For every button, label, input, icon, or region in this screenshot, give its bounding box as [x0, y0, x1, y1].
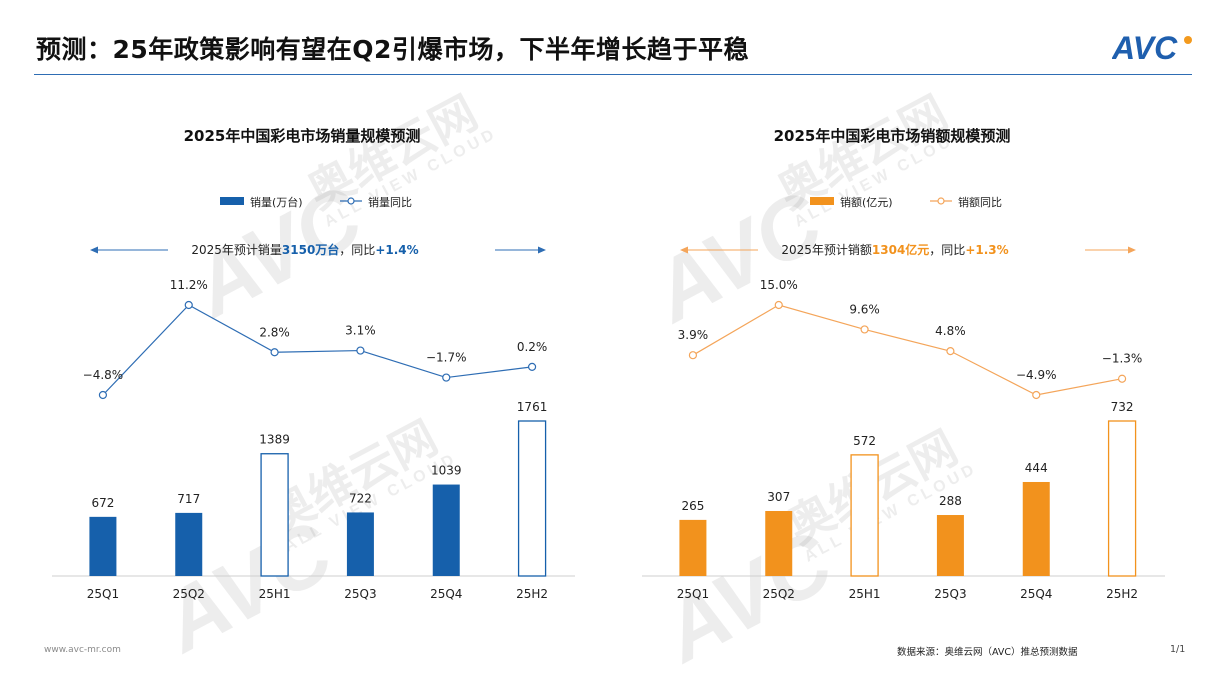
bar	[850, 454, 879, 577]
legend-line-label: 销额同比	[958, 195, 1002, 209]
yoy-value-label: 4.8%	[935, 324, 966, 338]
legend-line-label: 销量同比	[368, 195, 412, 209]
bar-value-label: 732	[1111, 400, 1134, 414]
x-tick-label: 25H2	[516, 587, 548, 601]
annotation-change: +1.4%	[375, 243, 418, 257]
bar	[1107, 420, 1137, 577]
site-url[interactable]: www.avc-mr.com	[44, 645, 121, 655]
chart-title: 2025年中国彩电市场销额规模预测	[774, 127, 1011, 145]
yoy-value-label: −1.3%	[1102, 352, 1143, 366]
bar	[1022, 481, 1050, 576]
bar	[679, 519, 707, 576]
yoy-point	[1032, 390, 1041, 400]
annotation-arrowhead-right	[538, 246, 546, 254]
x-tick-label: 25Q2	[173, 587, 205, 601]
yoy-value-label: 11.2%	[170, 278, 208, 292]
bar-value-label: 572	[853, 434, 876, 448]
bar-value-label: 1389	[259, 433, 290, 447]
page-title: 预测：25年政策影响有望在Q2引爆市场，下半年增长趋于平稳	[36, 35, 749, 64]
bar-value-label: 288	[939, 494, 962, 508]
yoy-line	[102, 304, 533, 396]
yoy-value-label: 3.1%	[345, 324, 376, 338]
bar	[432, 484, 460, 576]
annotation: 2025年预计销量3150万台，同比+1.4%	[191, 242, 418, 257]
legend-bar-label: 销量(万台)	[250, 195, 303, 209]
x-tick-label: 25H1	[849, 587, 881, 601]
annotation-middle: ，同比	[339, 243, 375, 257]
yoy-point	[356, 346, 365, 355]
bar-value-label: 672	[91, 496, 114, 510]
annotation-value: 3150万台	[282, 242, 339, 257]
legend: 销额(亿元) 销额同比	[810, 195, 1002, 209]
yoy-value-label: 15.0%	[760, 278, 798, 292]
x-tick-label: 25Q4	[430, 587, 462, 601]
annotation-arrowhead-right	[1128, 246, 1136, 254]
annotation-change: +1.3%	[965, 243, 1008, 257]
yoy-point	[774, 300, 783, 310]
x-tick-label: 25Q3	[344, 587, 376, 601]
legend: 销量(万台) 销量同比	[220, 195, 412, 209]
bar	[346, 512, 374, 576]
yoy-value-label: 0.2%	[517, 340, 548, 354]
yoy-point	[270, 348, 279, 357]
logo-dot	[1184, 36, 1192, 44]
x-tick-label: 25Q1	[677, 587, 709, 601]
bar	[936, 515, 964, 576]
yoy-point	[1117, 374, 1127, 383]
bar-value-label: 722	[349, 491, 372, 505]
yoy-point	[98, 390, 108, 400]
x-tick-label: 25Q2	[763, 587, 795, 601]
source-note: 数据来源：奥维云网（AVC）推总预测数据	[897, 647, 1078, 658]
yoy-point	[527, 362, 537, 371]
x-tick-label: 25Q4	[1020, 587, 1052, 601]
bar-value-label: 1761	[517, 400, 548, 414]
bar-value-label: 1039	[431, 464, 462, 478]
yoy-point	[946, 347, 955, 356]
bar-value-label: 717	[177, 492, 200, 506]
bar	[765, 510, 793, 576]
title-divider	[34, 74, 1192, 75]
yoy-value-label: −4.9%	[1016, 368, 1057, 382]
x-tick-label: 25Q3	[934, 587, 966, 601]
x-tick-label: 25H1	[259, 587, 291, 601]
legend-bar-swatch	[220, 197, 244, 205]
yoy-point	[442, 373, 451, 382]
chart-title: 2025年中国彩电市场销量规模预测	[184, 127, 421, 145]
annotation-middle: ，同比	[929, 243, 965, 257]
yoy-value-label: 2.8%	[259, 325, 290, 339]
bar-value-label: 265	[681, 499, 704, 513]
bar	[175, 512, 203, 576]
yoy-value-label: 9.6%	[849, 302, 880, 316]
annotation-value: 1304亿元	[872, 242, 929, 257]
yoy-value-label: −4.8%	[83, 368, 124, 382]
annotation-arrowhead-left	[680, 246, 688, 254]
bar	[517, 420, 547, 577]
bar	[89, 516, 117, 576]
legend-bar-swatch	[810, 197, 834, 205]
yoy-point	[860, 325, 869, 334]
bar-value-label: 307	[767, 490, 790, 504]
page-number: 1/1	[1170, 644, 1186, 655]
legend-line-marker	[937, 197, 945, 205]
yoy-value-label: 3.9%	[678, 328, 709, 342]
annotation-prefix: 2025年预计销额	[781, 243, 872, 257]
legend-bar-label: 销额(亿元)	[840, 195, 893, 209]
annotation: 2025年预计销额1304亿元，同比+1.3%	[781, 242, 1008, 257]
bar	[260, 453, 289, 577]
yoy-value-label: −1.7%	[426, 351, 467, 365]
bar-value-label: 444	[1025, 461, 1048, 475]
x-tick-label: 25Q1	[87, 587, 119, 601]
annotation-prefix: 2025年预计销量	[191, 243, 282, 257]
yoy-point	[688, 351, 698, 360]
annotation-arrowhead-left	[90, 246, 98, 254]
legend-line-marker	[347, 197, 355, 205]
x-tick-label: 25H2	[1106, 587, 1138, 601]
yoy-point	[184, 300, 193, 310]
avc-logo: AVC	[1112, 30, 1192, 64]
yoy-line	[692, 304, 1123, 396]
logo-text: AVC	[1112, 30, 1178, 64]
